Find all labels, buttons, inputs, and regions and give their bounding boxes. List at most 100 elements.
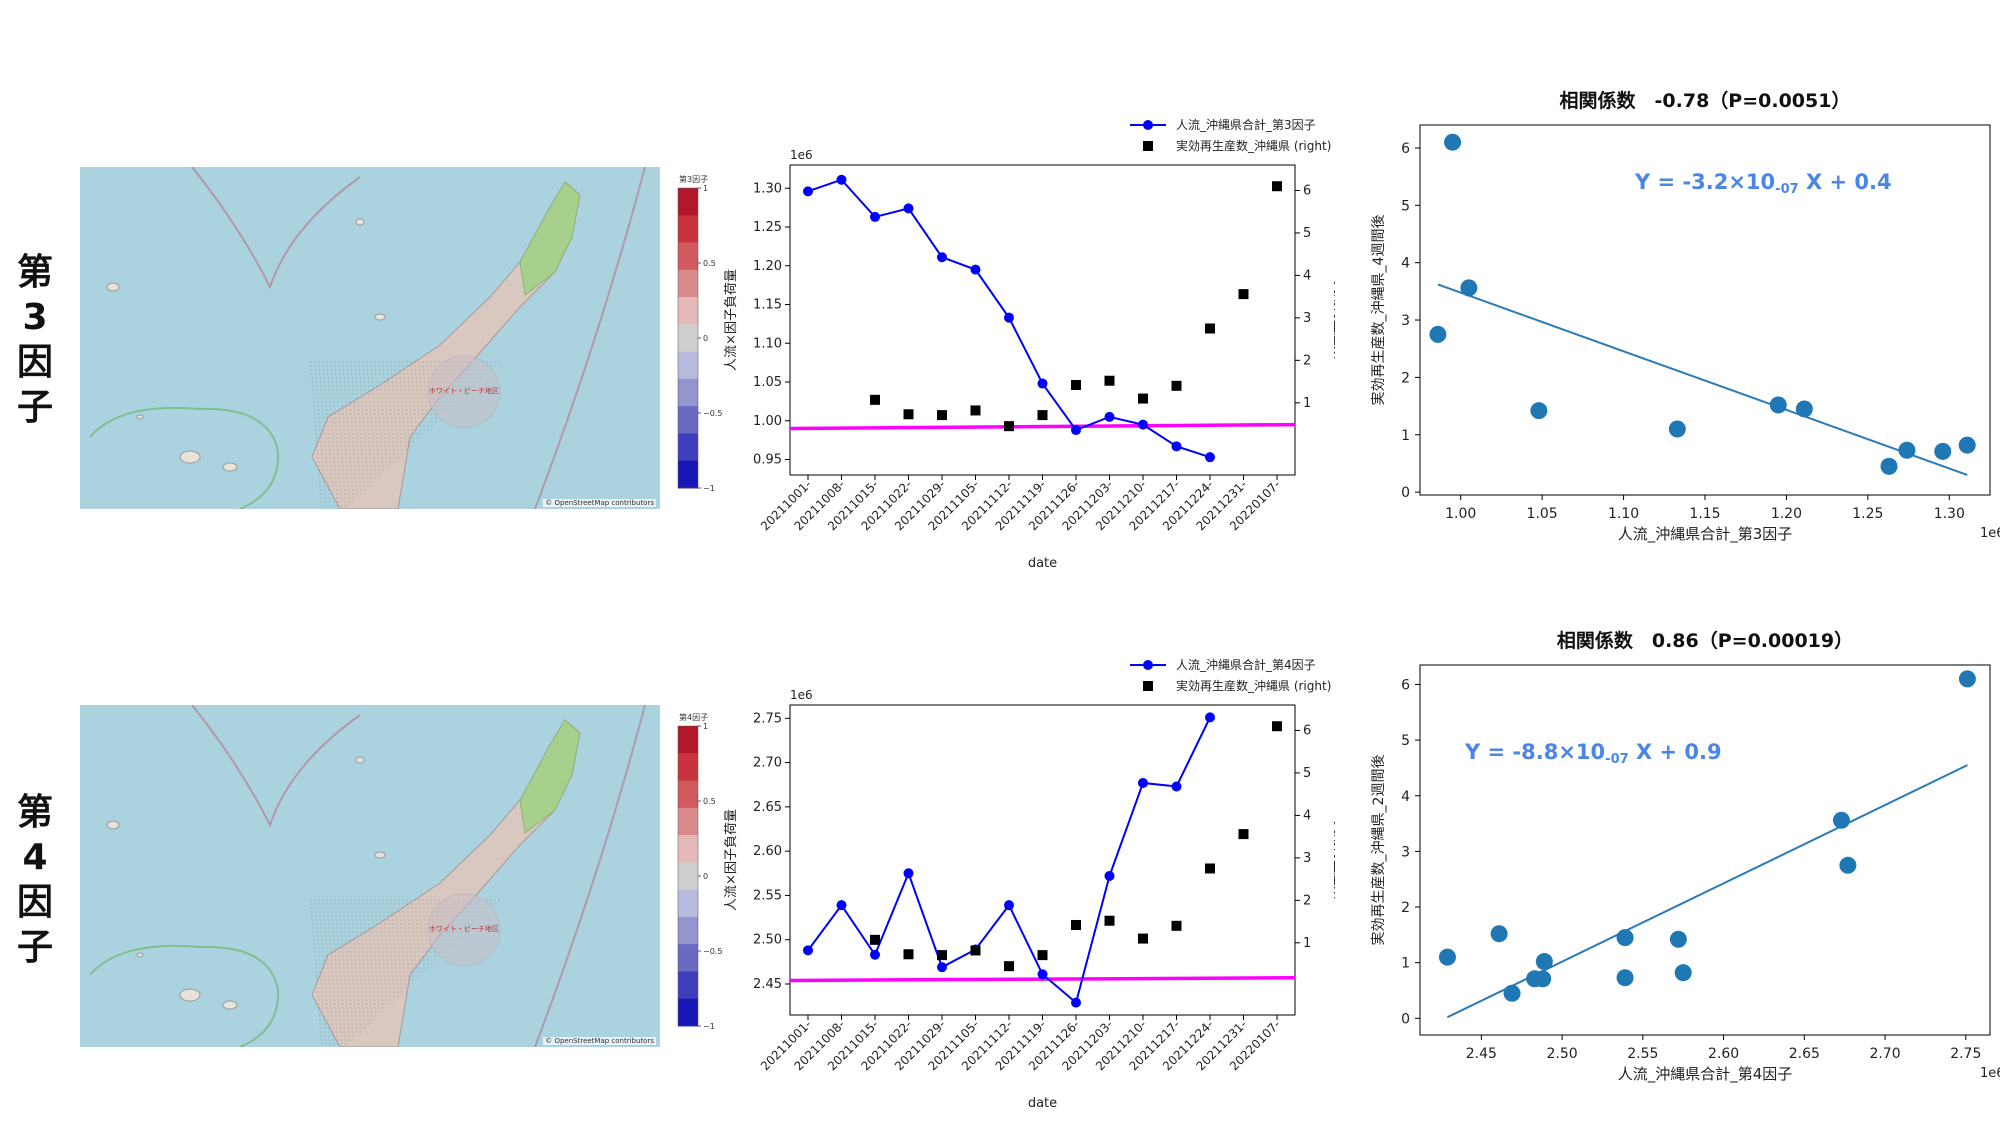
y2-tick-label: 5 (1303, 226, 1311, 241)
mobility-point (803, 186, 813, 197)
factor4-colorbar: 第4因子 1 0.5 0 −0.5 −1 (665, 708, 725, 1048)
scatter-point (1898, 441, 1916, 459)
colorbar-segment (678, 971, 698, 1000)
rt-point (1071, 379, 1081, 390)
series-line-mobility (807, 716, 1211, 1005)
rt-point (1238, 829, 1249, 840)
colorbar-segment (678, 297, 698, 325)
small-island (355, 756, 365, 764)
colorbar-tick-label: 0 (703, 334, 708, 343)
small-island (136, 414, 144, 420)
scatter-point (1429, 325, 1447, 343)
colorbar-tick-label: 1 (703, 722, 708, 731)
mobility-point (937, 962, 947, 973)
scatter-point (1934, 442, 1952, 460)
rt-point (1037, 950, 1048, 961)
y2-tick-label: 5 (1303, 766, 1311, 781)
place-label: ホワイト・ビーチ地区 (429, 386, 499, 395)
y2-tick-label: 1 (1303, 396, 1311, 411)
colorbar-graphic: 1 0.5 0 −0.5 −1 (677, 184, 722, 493)
small-island (106, 282, 120, 292)
mobility-point (803, 945, 813, 956)
mobility-point (1004, 900, 1014, 911)
y-tick-label: 2.70 (753, 756, 782, 771)
y-tick-label: 2.55 (753, 888, 782, 903)
y-tick-label: 6 (1401, 677, 1410, 693)
rt-point (1104, 915, 1115, 926)
rt-point (1037, 410, 1048, 421)
y-axis-label: 実効再生産数_沖縄県_2週間後 (1371, 755, 1387, 946)
rt-point (870, 394, 880, 405)
okinawa-factor3-map: ホワイト・ビーチ地区 © OpenStreetMap contributors (80, 167, 660, 509)
x-tick-label: 1.30 (1934, 506, 1965, 522)
mobility-point (903, 203, 914, 214)
legend-square-swatch (1143, 141, 1153, 151)
map-graphic: ホワイト・ビーチ地区 (89, 705, 646, 1047)
y-tick-label: 1 (1401, 428, 1410, 444)
mobility-point (1071, 425, 1081, 436)
mobility-point (836, 900, 847, 911)
colorbar-segment (678, 835, 698, 863)
scatter-point (1669, 930, 1687, 948)
y-tick-label: 2.60 (753, 844, 782, 859)
y-tick-label: 2.65 (753, 800, 782, 815)
colorbar-segment (678, 188, 698, 216)
mobility-point (970, 264, 981, 275)
row-label-char: 子 (16, 927, 53, 968)
colorbar-segment (678, 889, 698, 918)
colorbar-segment (678, 242, 698, 271)
map-attribution: © OpenStreetMap contributors (543, 499, 656, 507)
factor3-colorbar: 第3因子 1 0.5 0 −0.5 −1 (665, 170, 725, 510)
rt-point (1071, 919, 1081, 930)
factor3-time-series-chart: 1e6 0.95 1.00 1.05 1.10 1.15 1.20 1.25 1.30 1 2 3 4 5… (720, 105, 1347, 575)
y-tick-label: 1.05 (753, 375, 782, 390)
mobility-point (1071, 997, 1081, 1008)
y-tick-label: 5 (1401, 733, 1410, 749)
axis-unit-label: 1e6 (790, 688, 813, 702)
x-axis-label: date (1028, 1096, 1057, 1111)
x-tick-label: 2.55 (1627, 1046, 1658, 1062)
rt-point (1205, 323, 1215, 334)
colorbar-graphic: 1 0.5 0 −0.5 −1 (677, 722, 722, 1031)
equation-exponent: -07 (1775, 182, 1799, 197)
scatter-point (1503, 984, 1521, 1002)
rt-point (1238, 289, 1249, 300)
rt-point (970, 405, 981, 416)
plot-frame (789, 704, 1296, 1016)
colorbar-segment (678, 807, 698, 836)
mobility-point (1138, 419, 1148, 430)
rt-point (1272, 721, 1282, 732)
colorbar-segment (678, 998, 698, 1027)
colorbar-segment (678, 916, 698, 945)
y-tick-label: 4 (1401, 789, 1410, 805)
place-label: ホワイト・ビーチ地区 (429, 924, 499, 933)
y2-axis-label: 実効再生産数 (1331, 821, 1335, 899)
small-island (179, 988, 201, 1002)
y2-axis-label: 実効再生産数 (1331, 281, 1335, 359)
small-island (222, 1000, 238, 1010)
colorbar-tick-label: −0.5 (703, 947, 722, 956)
equation-part: Y = -8.8×10 (1464, 740, 1605, 764)
scatter-point (1674, 964, 1692, 982)
chart-title: 相関係数 -0.78（P=0.0051） (1560, 89, 1851, 112)
scatter-point (1769, 396, 1787, 414)
row-label-char: 4 (22, 837, 48, 878)
colorbar-title: 第3因子 (679, 175, 709, 184)
y-tick-label: 5 (1401, 198, 1410, 214)
rt-point (903, 409, 914, 420)
mobility-point (870, 949, 880, 960)
mobility-point (1205, 712, 1215, 723)
factor4-scatter-chart: 相関係数 0.86（P=0.00019） 2.45 2.50 2.55 2.60 2.65… (1355, 620, 2000, 1100)
plot-frame (1419, 664, 1991, 1036)
row-label-factor4: 第 4 因 子 (0, 790, 70, 970)
x-tick-label: 1.00 (1445, 506, 1476, 522)
x-tick-label: 2.60 (1708, 1046, 1739, 1062)
rt-point (1138, 393, 1148, 404)
y2-tick-label: 3 (1303, 311, 1311, 326)
map-boundary-line (191, 705, 361, 828)
small-island (374, 851, 386, 859)
map-boundary-line (534, 167, 646, 509)
small-island (106, 820, 120, 830)
colorbar-segment (678, 753, 698, 782)
mobility-point (836, 174, 847, 185)
